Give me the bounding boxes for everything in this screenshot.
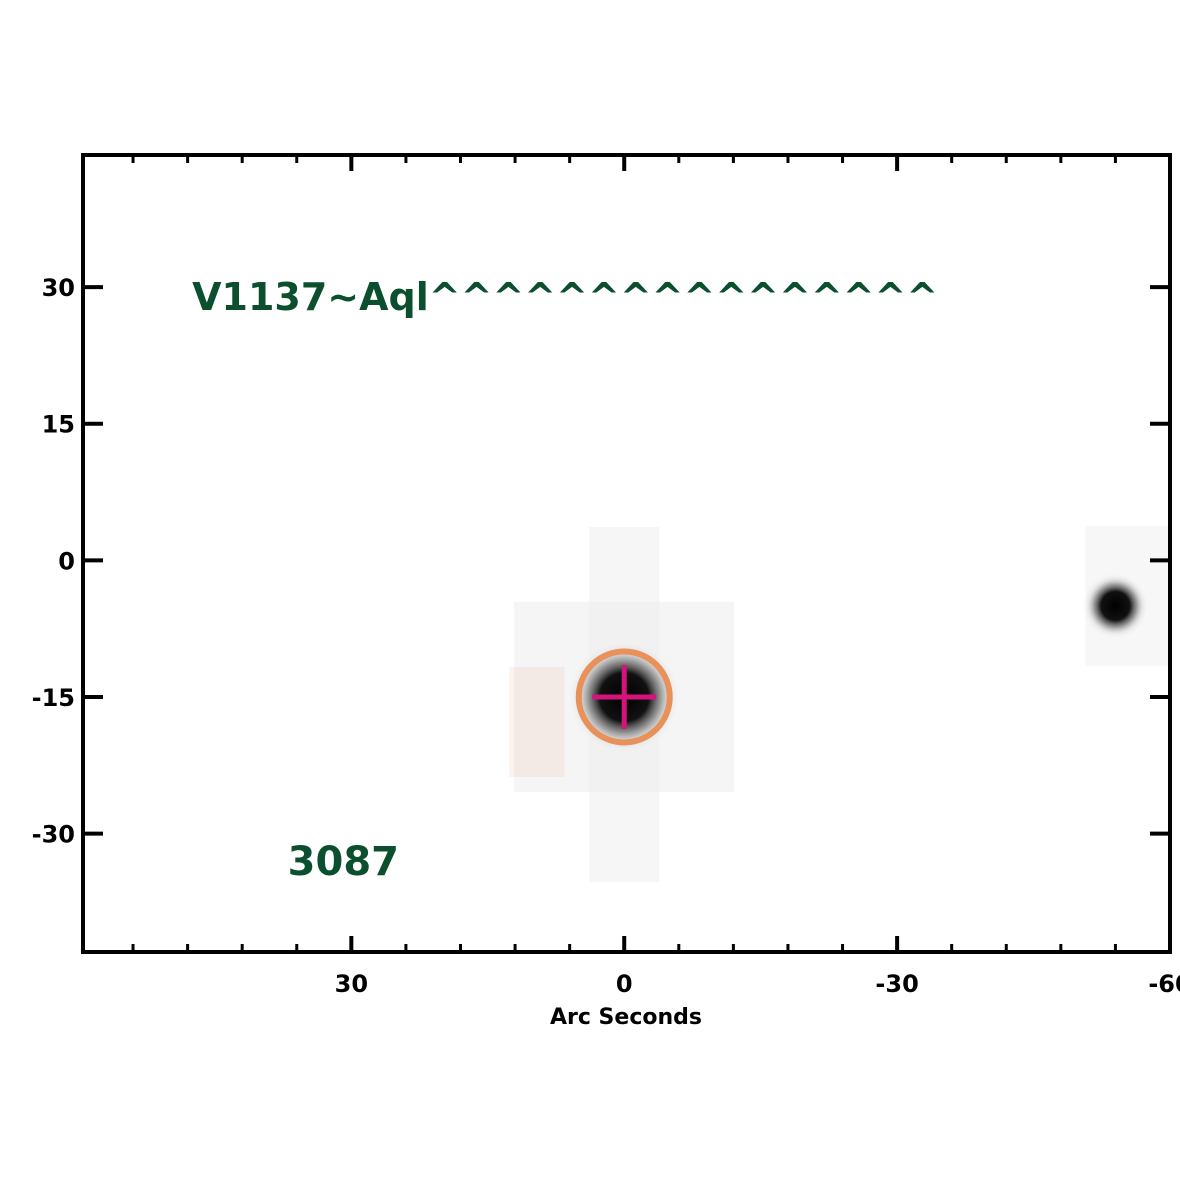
tick-labels: 30 0 -30 -60 30 15 0 -15 -30 xyxy=(32,274,1180,998)
x-tick-label: 0 xyxy=(616,970,633,998)
aperture-circle xyxy=(575,648,673,746)
source-halo-tint xyxy=(509,666,565,777)
id-number-label: 3087 xyxy=(288,839,399,885)
plot-frame xyxy=(81,153,1172,954)
axes-box xyxy=(81,153,1172,954)
x-tick-label: -30 xyxy=(875,970,918,998)
y-tick-label: 15 xyxy=(42,411,75,439)
x-tick-label: -60 xyxy=(1148,970,1180,998)
source-field-star xyxy=(1081,571,1150,640)
x-tick-label: 30 xyxy=(335,970,368,998)
y-tick-label: -30 xyxy=(32,821,75,849)
x-axis-title: Arc Seconds xyxy=(550,1005,702,1030)
target-marker xyxy=(575,648,673,746)
y-tick-label: 0 xyxy=(58,547,75,575)
y-tick-label: -15 xyxy=(32,684,75,712)
y-tick-label: 30 xyxy=(42,274,75,302)
sky-image xyxy=(83,155,1170,952)
star-name-label: V1137~Aql^^^^^^^^^^^^^^^^ xyxy=(192,275,938,319)
